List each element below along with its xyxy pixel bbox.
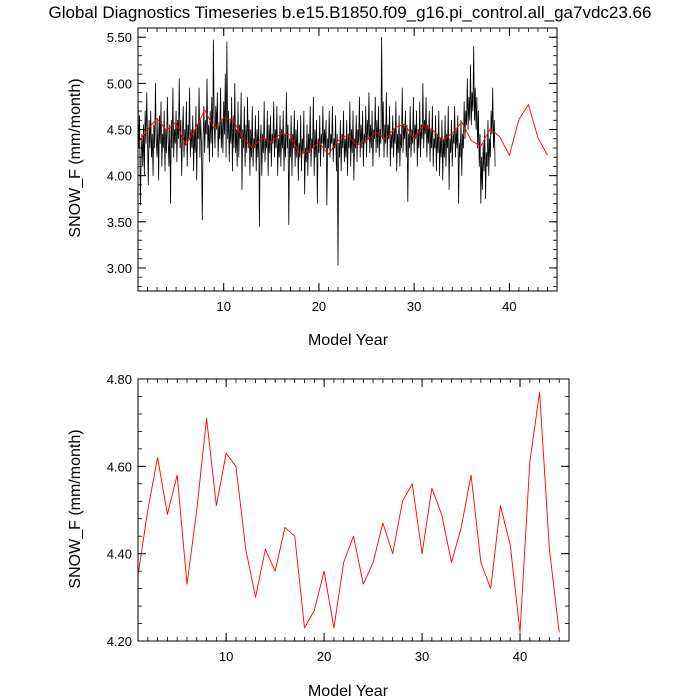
bottom-x-tick-label: 10 bbox=[219, 649, 233, 664]
bottom-plot-area: 10 20 30 40 4.20 4.40 4.60 4.80 bbox=[107, 372, 570, 664]
bottom-plot-frame bbox=[137, 378, 570, 642]
bottom-x-tick-label: 20 bbox=[317, 649, 331, 664]
top-series-0-line bbox=[137, 36, 496, 266]
bottom-panel: 10 20 30 40 4.20 4.40 4.60 4.80 Model Year SNOW… bbox=[67, 372, 570, 700]
top-y-tick-label: 4.00 bbox=[107, 169, 132, 184]
top-y-tick-label: 3.00 bbox=[107, 261, 132, 276]
bottom-y-tick-label: 4.80 bbox=[107, 372, 132, 387]
bottom-y-tick-label: 4.40 bbox=[107, 547, 132, 562]
top-panel: Global Diagnostics Timeseries b.e15.B185… bbox=[49, 3, 652, 349]
bottom-series-0-line bbox=[137, 391, 560, 633]
top-x-axis-label: Model Year bbox=[308, 332, 389, 349]
bottom-y-axis-label: SNOW_F (mm/month) bbox=[67, 429, 84, 588]
top-y-axis-label: SNOW_F (mm/month) bbox=[67, 78, 84, 237]
top-x-tick-label: 10 bbox=[216, 299, 230, 314]
top-x-tick-label: 40 bbox=[502, 299, 516, 314]
top-y-tick-label: 3.50 bbox=[107, 215, 132, 230]
top-y-tick-label: 5.50 bbox=[107, 30, 132, 45]
bottom-y-tick-label: 4.60 bbox=[107, 459, 132, 474]
top-x-tick-label: 20 bbox=[312, 299, 326, 314]
bottom-x-axis-label: Model Year bbox=[308, 683, 389, 700]
chart-title: Global Diagnostics Timeseries b.e15.B185… bbox=[49, 3, 652, 22]
top-series-1-line bbox=[137, 104, 548, 156]
top-y-tick-label: 4.50 bbox=[107, 123, 132, 138]
bottom-y-tick-label: 4.20 bbox=[107, 634, 132, 649]
top-x-tick-label: 30 bbox=[407, 299, 421, 314]
top-plot-area: 10 20 30 40 3.00 3.50 4.00 4.50 5.00 5.50 bbox=[107, 27, 558, 314]
bottom-x-tick-label: 30 bbox=[415, 649, 429, 664]
top-y-tick-label: 5.00 bbox=[107, 76, 132, 91]
bottom-x-tick-label: 40 bbox=[513, 649, 527, 664]
